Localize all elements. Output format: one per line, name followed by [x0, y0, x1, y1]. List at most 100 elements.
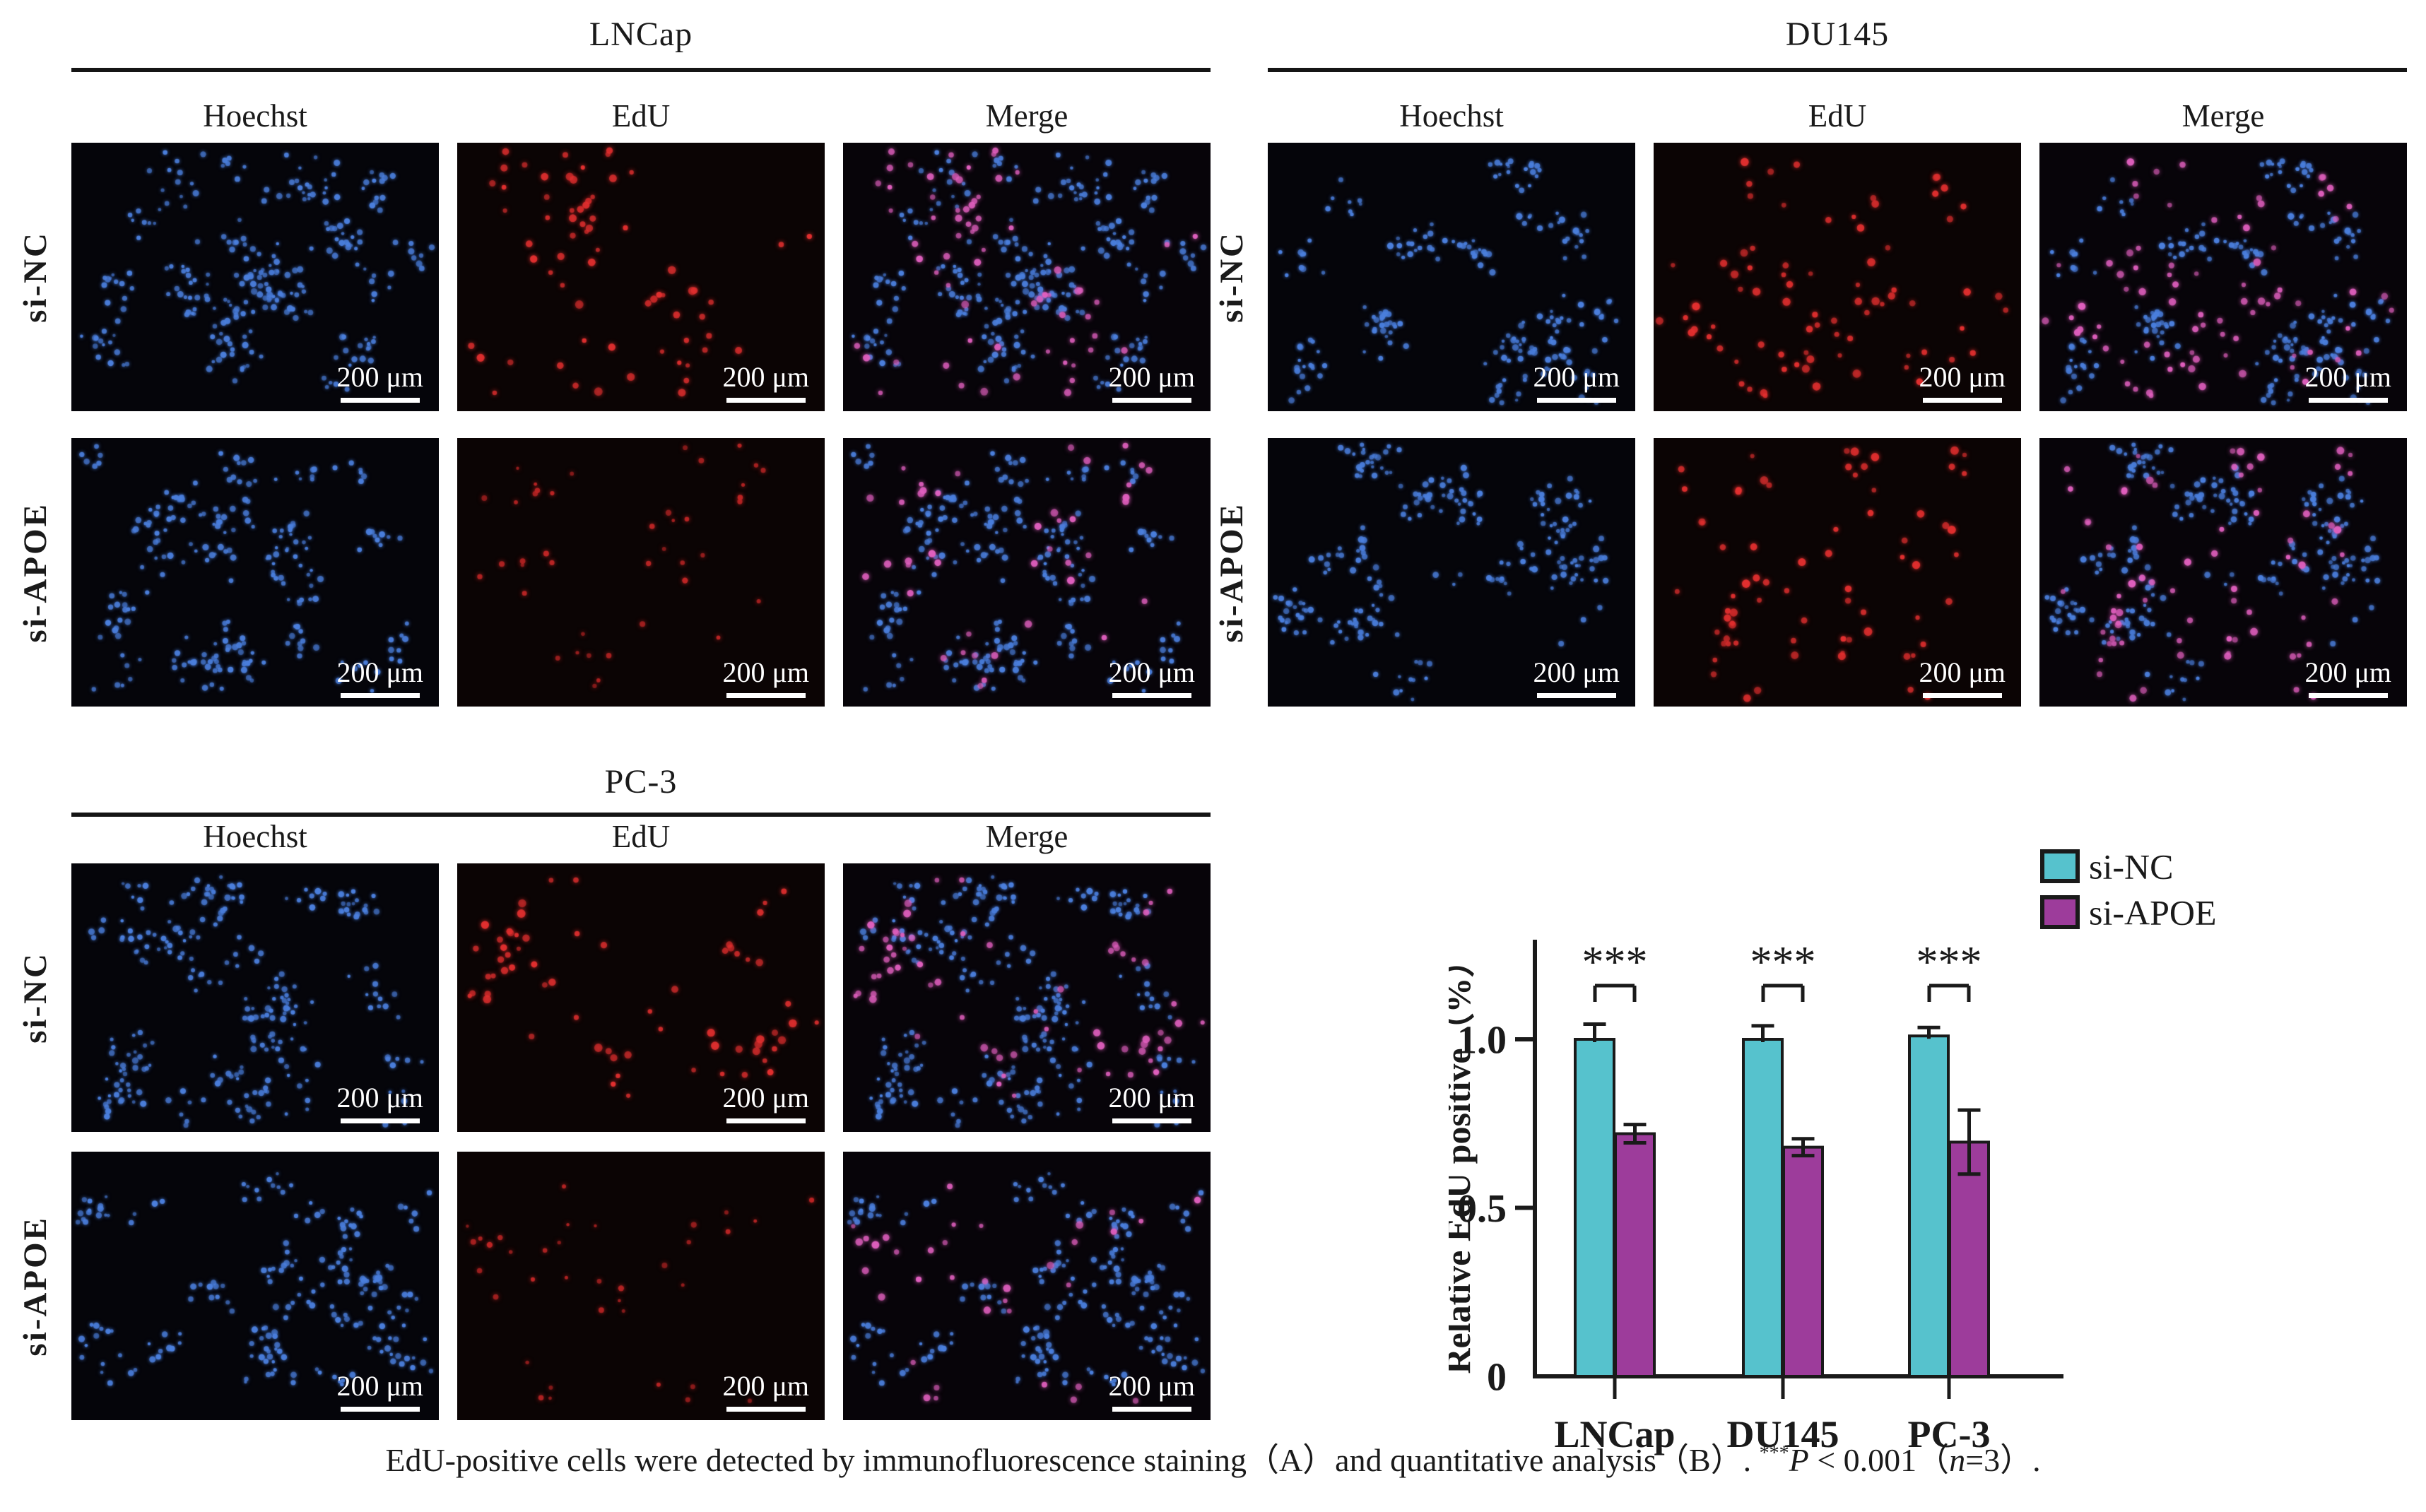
condition-label-text: si-NC	[1213, 231, 1250, 323]
scale-bar: 200 μm	[722, 658, 809, 698]
micrograph-pc3-si-apoe-edu: 200 μm	[457, 1152, 825, 1420]
cell-line-title: PC-3	[604, 762, 678, 801]
panel-a-lncap-block: LNCap Hoechst EdU Merge si-NC 200 μm 200 μm 200…	[17, 0, 1212, 707]
micrograph-lncap-si-nc-edu: 200 μm	[457, 143, 825, 411]
condition-label: si-NC	[17, 143, 54, 411]
scale-bar-label: 200 μm	[336, 1370, 423, 1402]
channel-headers: Hoechst EdU Merge	[71, 817, 1211, 862]
scale-bar-label: 200 μm	[1108, 1370, 1195, 1402]
channel-header-hoechst: Hoechst	[203, 819, 307, 854]
scale-bar-line	[340, 1407, 420, 1412]
scale-bar-line	[1112, 398, 1191, 403]
significance-stars: ***	[1916, 938, 1982, 986]
edu-canvas	[457, 863, 825, 1132]
x-category-label: LNCap	[1554, 1413, 1675, 1455]
scale-bar: 200 μm	[1919, 363, 2006, 403]
scale-bar: 200 μm	[722, 363, 809, 403]
micrograph-lncap-si-apoe-hoechst: 200 μm	[71, 438, 439, 707]
condition-label-text: si-NC	[17, 231, 54, 323]
edu-canvas	[457, 1152, 825, 1420]
scale-bar: 200 μm	[2304, 363, 2391, 403]
scale-bar-label: 200 μm	[722, 656, 809, 688]
channel-header-hoechst: Hoechst	[1399, 98, 1504, 134]
scale-bar: 200 μm	[1919, 658, 2006, 698]
micrograph-pc3-si-nc-hoechst: 200 μm	[71, 863, 439, 1132]
scale-bar-line	[2308, 398, 2388, 403]
x-category-label: PC-3	[1908, 1413, 1991, 1455]
scale-bar: 200 μm	[336, 363, 423, 403]
scale-bar-label: 200 μm	[1533, 361, 1620, 393]
bar-du145-si-nc	[1742, 1038, 1784, 1378]
channel-header-edu: EdU	[1808, 98, 1867, 134]
micrograph-row: si-NC 200 μm 200 μm 200 μm	[1213, 143, 2408, 411]
scale-bar-line	[1112, 693, 1191, 698]
scale-bar-label: 200 μm	[722, 1082, 809, 1114]
micrograph-lncap-si-nc-merge: 200 μm	[843, 143, 1211, 411]
scale-bar-label: 200 μm	[1533, 656, 1620, 688]
condition-label-text: si-NC	[17, 952, 54, 1044]
y-axis-title: Relative EdU positive（%）	[1449, 942, 1478, 1374]
condition-label: si-NC	[1213, 143, 1250, 411]
edu-canvas	[1654, 143, 2021, 411]
figure-caption: EdU-positive cells were detected by immu…	[0, 1434, 2426, 1481]
channel-header-merge: Merge	[985, 819, 1068, 854]
scale-bar: 200 μm	[1108, 1372, 1195, 1412]
significance-stars: ***	[1582, 938, 1648, 986]
scale-bar-line	[726, 693, 806, 698]
cell-line-title: DU145	[1785, 15, 1890, 53]
merge-canvas	[843, 438, 1211, 707]
significance-stars: ***	[1750, 938, 1816, 986]
panel-b-bar-chart: 0 0.5 1.0 Relative EdU positive（%） LNCap *** D…	[1438, 834, 2426, 1470]
title-underline	[71, 68, 1211, 72]
micrograph-pc3-si-apoe-merge: 200 μm	[843, 1152, 1211, 1420]
hoechst-canvas	[1268, 438, 1635, 707]
scale-bar-label: 200 μm	[2304, 361, 2391, 393]
scale-bar-line	[1536, 693, 1616, 698]
scale-bar: 200 μm	[722, 1372, 809, 1412]
micrograph-row: si-NC 200 μm 200 μm 200 μm	[17, 863, 1212, 1132]
bar-pc-3-si-apoe	[1948, 1140, 1990, 1378]
channel-headers: Hoechst EdU Merge	[71, 72, 1211, 141]
channel-header-merge: Merge	[985, 98, 1068, 134]
scale-bar-label: 200 μm	[336, 656, 423, 688]
condition-label: si-APOE	[17, 438, 54, 707]
scale-bar-line	[726, 1118, 806, 1123]
legend-label: si-APOE	[2089, 893, 2217, 933]
micrograph-pc3-si-nc-merge: 200 μm	[843, 863, 1211, 1132]
hoechst-canvas	[71, 1152, 439, 1420]
condition-label: si-NC	[17, 863, 54, 1132]
scale-bar: 200 μm	[336, 1372, 423, 1412]
channel-header-edu: EdU	[611, 98, 671, 134]
micrograph-du145-si-nc-merge: 200 μm	[2039, 143, 2407, 411]
bar-pc-3-si-nc	[1908, 1034, 1950, 1378]
condition-label-text: si-APOE	[17, 502, 54, 643]
scale-bar-label: 200 μm	[1108, 361, 1195, 393]
scale-bar: 200 μm	[1533, 363, 1620, 403]
legend-swatch-si-nc	[2040, 849, 2080, 883]
scale-bar: 200 μm	[1108, 363, 1195, 403]
scale-bar-line	[1536, 398, 1616, 403]
scale-bar-line	[2308, 693, 2388, 698]
scale-bar-line	[1922, 398, 2002, 403]
scale-bar-label: 200 μm	[336, 361, 423, 393]
edu-canvas	[457, 143, 825, 411]
panel-a-pc3-block: PC-3 Hoechst EdU Merge si-NC 200 μm 200 μm 200 …	[17, 750, 1212, 1420]
condition-label-text: si-APOE	[17, 1215, 54, 1357]
merge-canvas	[843, 143, 1211, 411]
scale-bar: 200 μm	[336, 1084, 423, 1123]
y-tick-label: 0.5	[1457, 1187, 1507, 1231]
condition-label-text: si-APOE	[1213, 502, 1250, 643]
merge-canvas	[843, 863, 1211, 1132]
caption-end: =3）.	[1965, 1442, 2041, 1478]
condition-label: si-APOE	[1213, 438, 1250, 707]
micrograph-row: si-APOE 200 μm 200 μm 200 μm	[17, 438, 1212, 707]
title-underline	[1268, 68, 2407, 72]
title-underline	[71, 813, 1211, 817]
scale-bar-label: 200 μm	[722, 1370, 809, 1402]
edu-canvas	[457, 438, 825, 707]
channel-header-hoechst: Hoechst	[203, 98, 307, 134]
micrograph-du145-si-apoe-hoechst: 200 μm	[1268, 438, 1635, 707]
scale-bar-label: 200 μm	[1919, 656, 2006, 688]
micrograph-lncap-si-apoe-merge: 200 μm	[843, 438, 1211, 707]
